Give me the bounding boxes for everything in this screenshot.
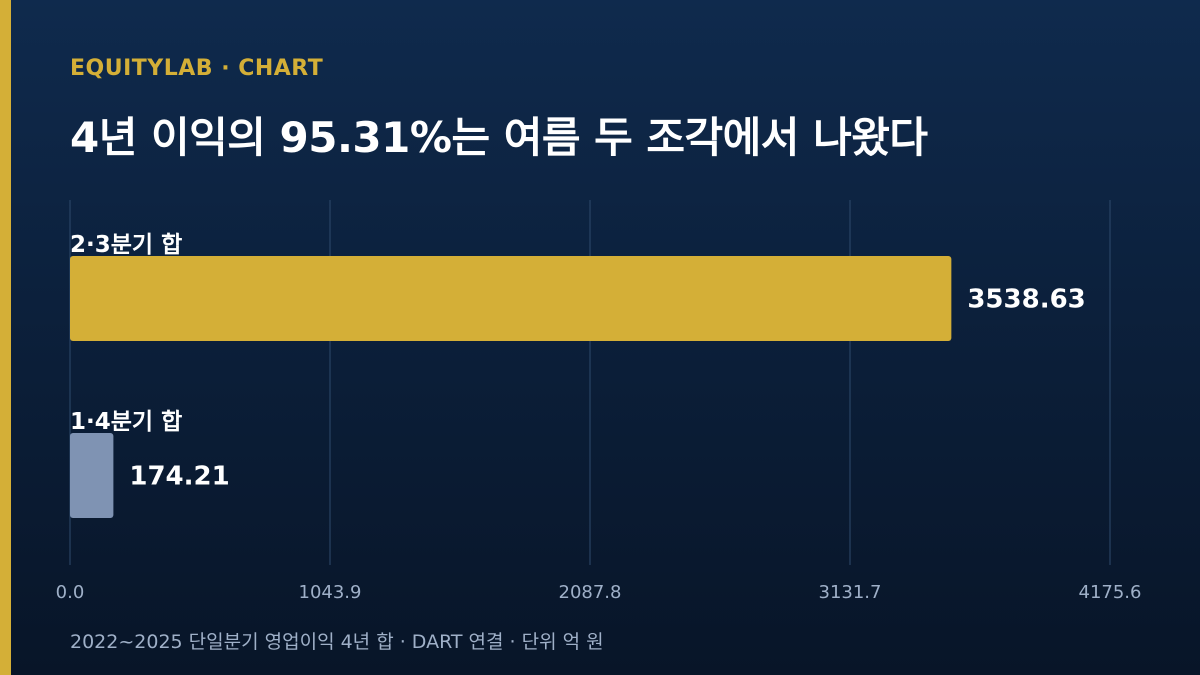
footnote: 2022~2025 단일분기 영업이익 4년 합 · DART 연결 · 단위 … bbox=[70, 631, 604, 653]
value-label: 174.21 bbox=[129, 462, 229, 492]
x-tick-label: 1043.9 bbox=[299, 582, 362, 603]
x-tick-label: 4175.6 bbox=[1079, 582, 1142, 603]
bar bbox=[70, 256, 952, 341]
value-label: 3538.63 bbox=[967, 285, 1085, 315]
brand-label: EQUITYLAB · CHART bbox=[70, 56, 324, 81]
accent-stripe bbox=[0, 0, 11, 675]
bar bbox=[70, 433, 114, 518]
category-label: 1·4분기 합 bbox=[70, 409, 182, 435]
x-tick-label: 3131.7 bbox=[819, 582, 882, 603]
x-tick-label: 2087.8 bbox=[559, 582, 622, 603]
x-tick-label: 0.0 bbox=[56, 582, 85, 603]
category-label: 2·3분기 합 bbox=[70, 232, 182, 258]
page-title: 4년 이익의 95.31%는 여름 두 조각에서 나왔다 bbox=[70, 113, 928, 162]
